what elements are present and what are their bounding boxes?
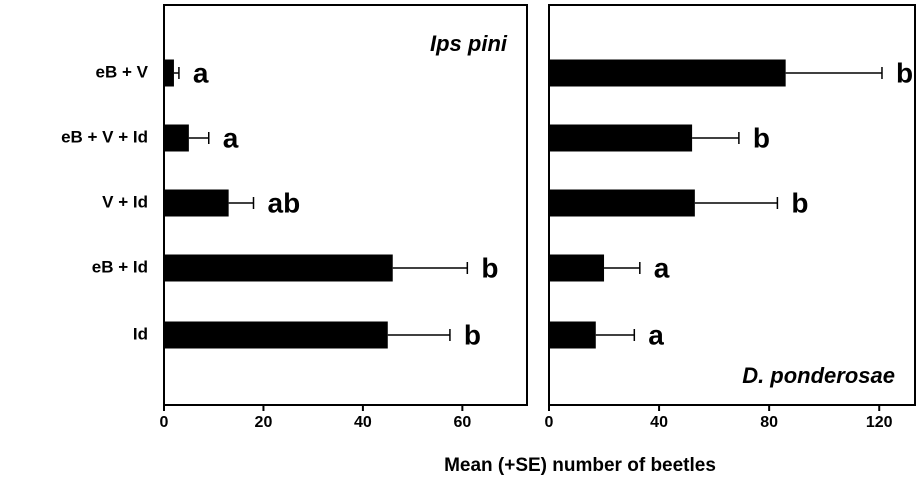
significance-letter: a xyxy=(223,122,239,153)
bar xyxy=(164,124,189,152)
bar xyxy=(164,59,174,87)
bar xyxy=(549,59,786,87)
category-label: eB + V + Id xyxy=(61,127,148,146)
category-label: V + Id xyxy=(102,192,148,211)
significance-letter: b xyxy=(791,187,808,218)
bar xyxy=(164,189,229,217)
significance-letter: b xyxy=(753,122,770,153)
significance-letter: b xyxy=(896,57,913,88)
bar xyxy=(549,189,695,217)
significance-letter: b xyxy=(464,319,481,350)
bar xyxy=(549,321,596,349)
bar xyxy=(164,321,388,349)
significance-letter: a xyxy=(193,57,209,88)
significance-letter: a xyxy=(648,319,664,350)
x-tick-label: 0 xyxy=(545,414,554,431)
x-tick-label: 120 xyxy=(866,414,893,431)
category-label: Id xyxy=(133,324,148,343)
x-tick-label: 20 xyxy=(255,414,273,431)
category-label: eB + V xyxy=(96,62,149,81)
panel-title: D. ponderosae xyxy=(742,363,895,388)
significance-letter: ab xyxy=(268,187,301,218)
x-tick-label: 0 xyxy=(160,414,169,431)
panel-title: Ips pini xyxy=(430,31,508,56)
significance-letter: a xyxy=(654,252,670,283)
x-tick-label: 60 xyxy=(453,414,471,431)
x-axis-label: Mean (+SE) number of beetles xyxy=(444,455,716,476)
x-tick-label: 40 xyxy=(650,414,668,431)
x-tick-label: 80 xyxy=(760,414,778,431)
bar xyxy=(164,254,393,282)
bar xyxy=(549,254,605,282)
category-label: eB + Id xyxy=(92,257,148,276)
x-tick-label: 40 xyxy=(354,414,372,431)
significance-letter: b xyxy=(481,252,498,283)
bar xyxy=(549,124,693,152)
